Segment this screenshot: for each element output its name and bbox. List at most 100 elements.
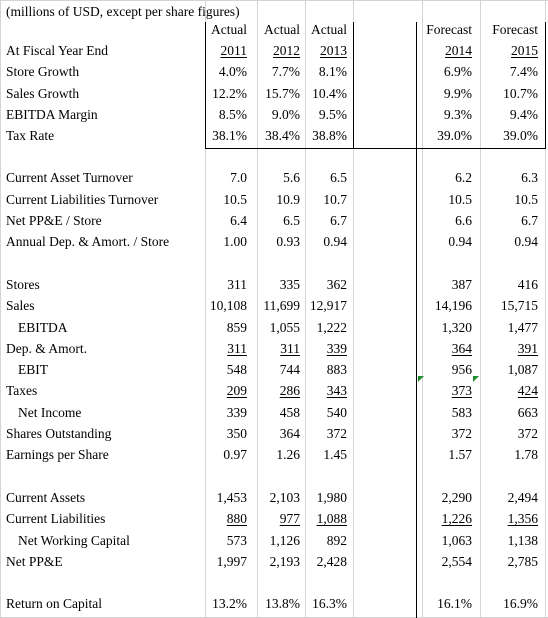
table-cell[interactable]: 9.9% bbox=[443, 86, 472, 101]
table-cell[interactable]: 6.9% bbox=[443, 64, 472, 79]
table-cell[interactable]: 10.7 bbox=[323, 192, 347, 207]
table-cell[interactable]: 2,785 bbox=[507, 554, 538, 569]
table-cell[interactable]: 744 bbox=[279, 362, 300, 377]
table-cell[interactable]: 1.45 bbox=[323, 447, 347, 462]
table-cell[interactable]: 663 bbox=[517, 405, 538, 420]
table-cell[interactable]: 540 bbox=[326, 405, 347, 420]
table-cell[interactable]: 7.4% bbox=[509, 64, 538, 79]
table-cell[interactable]: 1,055 bbox=[269, 320, 300, 335]
table-cell[interactable]: 1,222 bbox=[316, 320, 347, 335]
table-cell[interactable]: 458 bbox=[279, 405, 300, 420]
table-cell[interactable]: 1,138 bbox=[507, 533, 538, 548]
table-cell[interactable]: 6.4 bbox=[230, 213, 247, 228]
comment-indicator-icon[interactable] bbox=[473, 376, 479, 382]
table-cell[interactable]: 1,477 bbox=[507, 320, 538, 335]
table-cell[interactable]: 13.8% bbox=[265, 596, 300, 611]
table-cell[interactable]: 880 bbox=[226, 511, 247, 526]
table-cell[interactable]: 16.9% bbox=[503, 596, 538, 611]
table-cell[interactable]: 8.1% bbox=[318, 64, 347, 79]
table-cell[interactable]: 7.0 bbox=[230, 170, 247, 185]
table-cell[interactable]: 6.5 bbox=[283, 213, 300, 228]
table-cell[interactable]: 38.8% bbox=[312, 128, 347, 143]
table-cell[interactable]: 977 bbox=[279, 511, 300, 526]
table-cell[interactable]: 372 bbox=[326, 426, 347, 441]
table-cell[interactable]: 0.94 bbox=[514, 234, 538, 249]
table-cell[interactable]: 2,193 bbox=[269, 554, 300, 569]
table-cell[interactable]: 6.6 bbox=[455, 213, 472, 228]
table-cell[interactable]: 391 bbox=[517, 341, 538, 356]
table-cell[interactable]: 883 bbox=[326, 362, 347, 377]
table-cell[interactable]: 892 bbox=[326, 533, 347, 548]
table-cell[interactable]: 1,226 bbox=[441, 511, 472, 526]
table-cell[interactable]: 1.78 bbox=[514, 447, 538, 462]
table-cell[interactable]: 9.4% bbox=[509, 107, 538, 122]
table-cell[interactable]: 9.0% bbox=[271, 107, 300, 122]
table-cell[interactable]: 424 bbox=[517, 383, 538, 398]
table-cell[interactable]: 373 bbox=[451, 383, 472, 398]
table-cell[interactable]: 10.4% bbox=[312, 86, 347, 101]
table-cell[interactable]: 14,196 bbox=[434, 298, 472, 313]
table-cell[interactable]: 8.5% bbox=[218, 107, 247, 122]
table-cell[interactable]: 2,494 bbox=[507, 490, 538, 505]
table-cell[interactable]: 583 bbox=[451, 405, 472, 420]
table-cell[interactable]: 362 bbox=[326, 277, 347, 292]
table-cell[interactable]: 1,088 bbox=[316, 511, 347, 526]
table-cell[interactable]: 573 bbox=[226, 533, 247, 548]
table-cell[interactable]: 15,715 bbox=[500, 298, 538, 313]
table-cell[interactable]: 9.3% bbox=[443, 107, 472, 122]
table-cell[interactable]: 2,103 bbox=[269, 490, 300, 505]
table-cell[interactable]: 2,290 bbox=[441, 490, 472, 505]
table-cell[interactable]: 12.2% bbox=[212, 86, 247, 101]
table-cell[interactable]: 1,997 bbox=[216, 554, 247, 569]
table-cell[interactable]: 1,320 bbox=[441, 320, 472, 335]
table-cell[interactable]: 1.26 bbox=[276, 447, 300, 462]
table-cell[interactable]: 311 bbox=[280, 341, 300, 356]
table-cell[interactable]: 38.1% bbox=[212, 128, 247, 143]
table-cell[interactable]: 1,063 bbox=[441, 533, 472, 548]
table-cell[interactable]: 335 bbox=[279, 277, 300, 292]
table-cell[interactable]: 311 bbox=[227, 341, 247, 356]
table-cell[interactable]: 372 bbox=[451, 426, 472, 441]
table-cell[interactable]: 372 bbox=[517, 426, 538, 441]
table-cell[interactable]: 1,087 bbox=[507, 362, 538, 377]
table-cell[interactable]: 39.0% bbox=[503, 128, 538, 143]
table-cell[interactable]: 350 bbox=[226, 426, 247, 441]
table-cell[interactable]: 0.97 bbox=[223, 447, 247, 462]
table-cell[interactable]: 9.5% bbox=[318, 107, 347, 122]
table-cell[interactable]: 1.00 bbox=[223, 234, 247, 249]
table-cell[interactable]: 2,428 bbox=[316, 554, 347, 569]
table-cell[interactable]: 10.5 bbox=[514, 192, 538, 207]
table-cell[interactable]: 286 bbox=[279, 383, 300, 398]
table-cell[interactable]: 6.7 bbox=[330, 213, 347, 228]
table-cell[interactable]: 1,453 bbox=[216, 490, 247, 505]
table-cell[interactable]: 4.0% bbox=[218, 64, 247, 79]
comment-indicator-icon[interactable] bbox=[418, 376, 424, 382]
table-cell[interactable]: 16.3% bbox=[312, 596, 347, 611]
table-cell[interactable]: 416 bbox=[517, 277, 538, 292]
table-cell[interactable]: 39.0% bbox=[437, 128, 472, 143]
table-cell[interactable]: 1,980 bbox=[316, 490, 347, 505]
table-cell[interactable]: 1,356 bbox=[507, 511, 538, 526]
table-cell[interactable]: 364 bbox=[279, 426, 300, 441]
table-cell[interactable]: 11,699 bbox=[263, 298, 300, 313]
table-cell[interactable]: 5.6 bbox=[283, 170, 300, 185]
table-cell[interactable]: 956 bbox=[451, 362, 472, 377]
table-cell[interactable]: 859 bbox=[226, 320, 247, 335]
table-cell[interactable]: 15.7% bbox=[265, 86, 300, 101]
table-cell[interactable]: 339 bbox=[226, 405, 247, 420]
table-cell[interactable]: 6.5 bbox=[330, 170, 347, 185]
table-cell[interactable]: 10.7% bbox=[503, 86, 538, 101]
table-cell[interactable]: 1,126 bbox=[269, 533, 300, 548]
table-cell[interactable]: 13.2% bbox=[212, 596, 247, 611]
table-cell[interactable]: 364 bbox=[451, 341, 472, 356]
table-cell[interactable]: 16.1% bbox=[437, 596, 472, 611]
table-cell[interactable]: 7.7% bbox=[271, 64, 300, 79]
table-cell[interactable]: 339 bbox=[326, 341, 347, 356]
table-cell[interactable]: 2,554 bbox=[441, 554, 472, 569]
table-cell[interactable]: 10,108 bbox=[209, 298, 247, 313]
table-cell[interactable]: 343 bbox=[326, 383, 347, 398]
table-cell[interactable]: 1.57 bbox=[448, 447, 472, 462]
table-cell[interactable]: 10.5 bbox=[223, 192, 247, 207]
table-cell[interactable]: 10.5 bbox=[448, 192, 472, 207]
table-cell[interactable]: 12,917 bbox=[309, 298, 347, 313]
